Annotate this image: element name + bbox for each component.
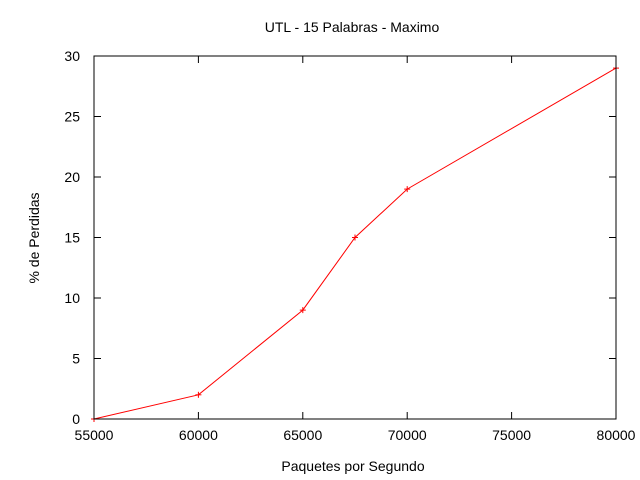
plot-frame xyxy=(93,55,617,420)
series-line xyxy=(93,67,617,420)
x-tick-label: 55000 xyxy=(75,427,114,443)
x-tick-label: 80000 xyxy=(597,427,636,443)
x-tick-label: 75000 xyxy=(492,427,531,443)
x-axis-label: Paquetes por Segundo xyxy=(281,458,424,474)
axis-ticks: 55000 60000 65000 70000 75000 80000 0 5 10 15 20 25… xyxy=(64,48,635,443)
plot-area xyxy=(91,65,619,422)
data-point-marker xyxy=(352,234,358,241)
x-tick-label: 60000 xyxy=(179,427,218,443)
y-tick-label: 15 xyxy=(64,230,80,246)
data-point-marker xyxy=(299,307,306,314)
y-tick-label: 30 xyxy=(64,48,80,64)
chart-title: UTL - 15 Palabras - Maximo xyxy=(265,19,440,35)
x-tick-label: 70000 xyxy=(388,427,427,443)
y-tick-label: 0 xyxy=(72,411,80,427)
y-tick-label: 20 xyxy=(64,169,80,185)
y-tick-label: 25 xyxy=(64,109,80,125)
y-tick-label: 5 xyxy=(72,351,80,367)
data-point-marker xyxy=(404,186,411,193)
x-tick-label: 65000 xyxy=(283,427,322,443)
y-axis-label: % de Perdidas xyxy=(26,192,42,283)
data-point-marker xyxy=(195,391,202,398)
y-tick-label: 10 xyxy=(64,290,80,306)
